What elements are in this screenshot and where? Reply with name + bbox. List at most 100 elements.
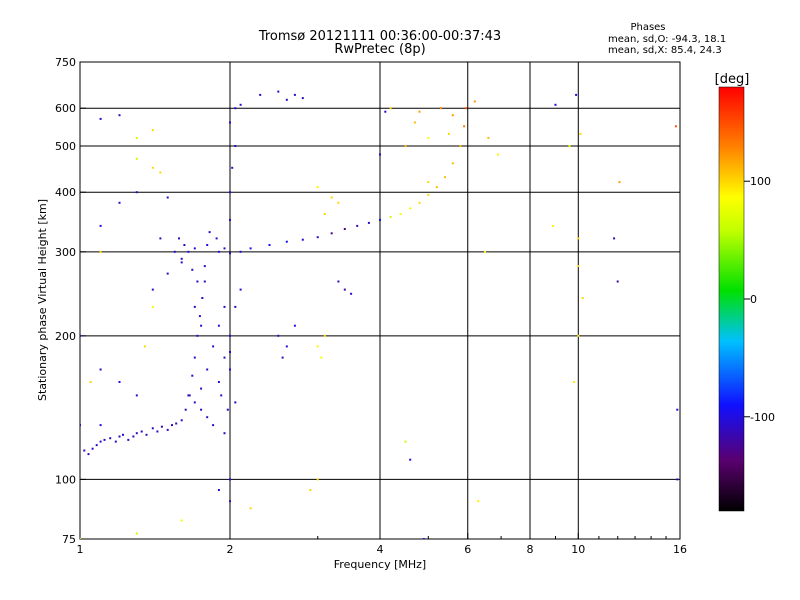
data-point	[316, 236, 319, 239]
data-point	[229, 368, 231, 371]
data-point	[239, 103, 242, 106]
data-point	[316, 478, 319, 481]
data-point	[193, 356, 196, 359]
data-point	[572, 381, 575, 383]
data-point	[323, 213, 326, 215]
data-point	[208, 231, 211, 234]
data-point	[166, 428, 169, 431]
data-point	[196, 334, 199, 337]
data-point	[135, 157, 138, 160]
data-point	[135, 136, 138, 139]
data-point	[83, 449, 86, 452]
data-point	[196, 280, 199, 283]
data-point	[183, 244, 186, 246]
y-tick-label: 100	[55, 473, 76, 486]
data-point	[118, 114, 121, 117]
data-point	[409, 207, 412, 210]
data-point	[198, 315, 201, 318]
y-tick-label: 75	[62, 533, 76, 546]
data-point	[575, 93, 578, 96]
data-point	[337, 201, 340, 204]
data-point	[171, 424, 173, 427]
data-point	[439, 107, 442, 110]
data-point	[229, 334, 231, 337]
data-point	[151, 129, 154, 132]
data-point	[618, 181, 621, 184]
stats-line-x: mean, sd,X: 85.4, 24.3	[608, 45, 722, 56]
data-point	[217, 489, 220, 491]
data-point	[160, 425, 163, 428]
data-point	[159, 171, 162, 174]
data-point	[277, 334, 280, 337]
data-point	[404, 145, 407, 147]
data-point	[193, 247, 196, 250]
colorbar-tick-label: 0	[750, 293, 757, 306]
data-point	[151, 288, 154, 291]
data-point	[200, 387, 203, 390]
data-point	[215, 237, 218, 240]
colorbar	[718, 86, 745, 512]
data-point	[427, 193, 430, 196]
data-point	[99, 250, 102, 253]
data-point	[229, 252, 231, 255]
data-point	[239, 288, 242, 291]
data-point	[309, 489, 312, 491]
data-point	[99, 440, 102, 443]
data-point	[497, 153, 499, 156]
data-point	[188, 394, 191, 397]
data-point	[259, 93, 262, 96]
data-point	[159, 237, 162, 240]
data-point	[127, 438, 130, 441]
data-point	[80, 424, 81, 427]
data-point	[193, 401, 196, 404]
data-point	[577, 334, 580, 337]
x-tick-label: 6	[464, 543, 471, 556]
data-point	[166, 196, 169, 199]
data-point	[443, 176, 446, 179]
data-point	[316, 186, 319, 189]
data-point	[229, 351, 231, 353]
data-point	[223, 247, 226, 250]
data-point	[200, 324, 203, 327]
y-axis: 75 100 200 300 400 500 600 750	[55, 56, 86, 546]
colorbar-tick-label: -100	[750, 411, 775, 424]
data-point	[135, 532, 138, 535]
data-point	[234, 145, 237, 147]
data-point	[337, 280, 340, 283]
data-point	[212, 424, 215, 427]
data-point	[91, 447, 94, 450]
x-tick-label: 4	[377, 543, 384, 556]
y-tick-label: 600	[55, 102, 76, 115]
data-point	[118, 435, 121, 438]
data-point	[356, 224, 359, 227]
data-point	[293, 93, 296, 96]
data-point	[579, 132, 582, 135]
data-points	[80, 90, 679, 539]
data-point	[220, 394, 223, 397]
data-point	[330, 196, 333, 199]
data-point	[217, 324, 220, 327]
data-point	[135, 432, 138, 435]
data-point	[89, 381, 92, 383]
data-point	[175, 422, 178, 425]
data-point	[223, 432, 226, 435]
data-point	[80, 538, 81, 539]
data-point	[145, 433, 148, 436]
data-point	[301, 238, 304, 241]
data-point	[473, 100, 476, 103]
data-point	[389, 107, 392, 110]
data-point	[201, 297, 204, 299]
colorbar-ticks: 100 0 -100	[744, 175, 775, 424]
data-point	[132, 435, 135, 438]
data-point	[577, 265, 580, 268]
data-point	[447, 132, 450, 135]
data-point	[151, 166, 154, 169]
grid-lines	[80, 62, 680, 539]
data-point	[285, 240, 288, 243]
data-point	[616, 280, 619, 283]
data-point	[676, 408, 679, 411]
data-point	[281, 356, 284, 359]
data-point	[249, 507, 252, 510]
y-tick-label: 200	[55, 330, 76, 343]
